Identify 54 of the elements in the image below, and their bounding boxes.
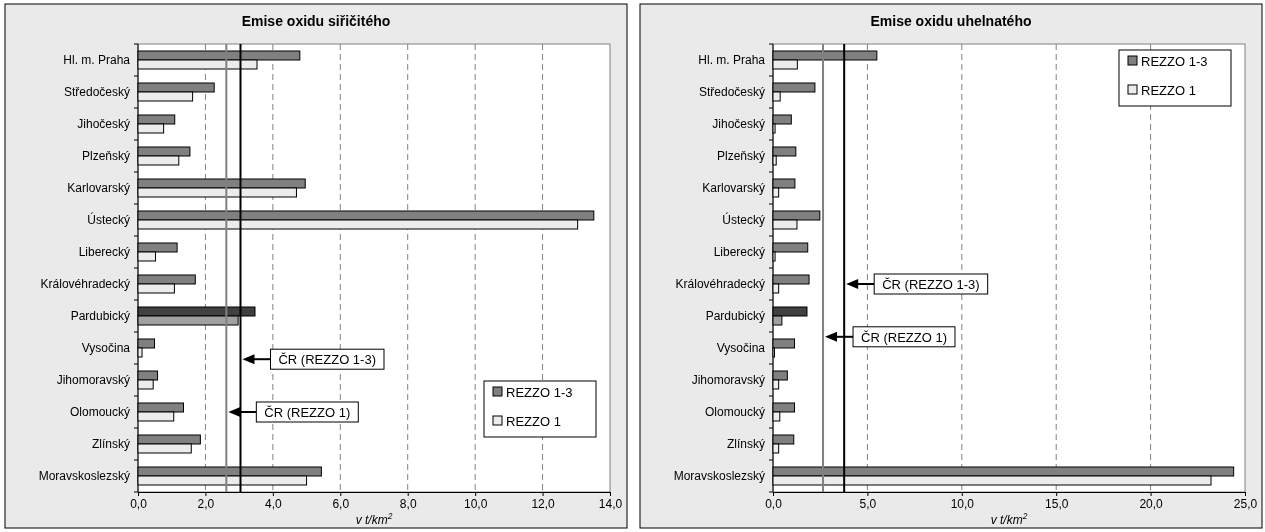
- y-tick-label: Zlínský: [91, 436, 130, 451]
- x-tick-label: 0,0: [765, 496, 783, 511]
- y-tick-label: Plzeňský: [716, 148, 765, 163]
- y-tick-label: Středočeský: [698, 84, 765, 99]
- y-tick-label: Vysočina: [716, 340, 766, 355]
- ref-line-label: ČR (REZZO 1-3): [278, 352, 376, 368]
- legend-label: REZZO 1: [1141, 83, 1196, 98]
- y-tick-label: Plzeňský: [81, 148, 130, 163]
- y-tick-label: Hl. m. Praha: [698, 52, 766, 67]
- x-tick-label: 10,0: [950, 496, 975, 511]
- chart-title: Emise oxidu uhelnatého: [870, 13, 1032, 29]
- x-tick-label: 10,0: [463, 496, 488, 511]
- y-tick-label: Královéhradecký: [675, 276, 765, 291]
- y-tick-label: Zlínský: [726, 436, 765, 451]
- x-tick-label: 14,0: [598, 496, 623, 511]
- y-tick-label: Liberecký: [78, 244, 130, 259]
- y-tick-label: Moravskoslezský: [673, 468, 765, 483]
- y-tick-label: Královéhradecký: [40, 276, 130, 291]
- y-tick-label: Vysočina: [81, 340, 131, 355]
- x-tick-label: 4,0: [265, 496, 283, 511]
- ref-line-label: ČR (REZZO 1): [861, 329, 947, 345]
- y-tick-label: Středočeský: [63, 84, 130, 99]
- y-tick-label: Karlovarský: [67, 180, 130, 195]
- x-axis-title: v t/km$^{2}$: [355, 511, 393, 527]
- y-tick-label: Ústecký: [87, 211, 130, 227]
- ref-line-label: ČR (REZZO 1-3): [882, 277, 980, 292]
- x-tick-label: 15,0: [1045, 496, 1069, 511]
- y-tick-label: Moravskoslezský: [38, 468, 130, 483]
- x-tick-label: 0,0: [130, 496, 148, 511]
- y-tick-label: Karlovarský: [702, 180, 765, 195]
- y-tick-label: Pardubický: [70, 308, 130, 323]
- y-tick-label: Olomoucký: [69, 404, 130, 419]
- x-axis-title: v t/km$^{2}$: [990, 511, 1028, 527]
- y-tick-label: Jihomoravský: [56, 372, 130, 387]
- x-tick-label: 6,0: [332, 496, 350, 511]
- y-tick-label: Jihočeský: [77, 116, 130, 131]
- x-tick-label: 5,0: [859, 496, 877, 511]
- x-tick-label: 8,0: [399, 496, 417, 511]
- x-tick-label: 20,0: [1139, 496, 1164, 511]
- x-tick-label: 12,0: [531, 496, 556, 511]
- ref-line-label: ČR (REZZO 1): [264, 405, 351, 420]
- legend-label: REZZO 1: [506, 414, 561, 429]
- legend-label: REZZO 1-3: [1141, 54, 1208, 69]
- x-tick-label: 25,0: [1233, 496, 1258, 511]
- legend-label: REZZO 1-3: [506, 385, 573, 400]
- y-tick-label: Pardubický: [705, 308, 765, 323]
- y-tick-label: Jihomoravský: [691, 372, 765, 387]
- y-tick-label: Jihočeský: [712, 116, 765, 131]
- y-tick-label: Liberecký: [713, 244, 765, 259]
- y-tick-label: Hl. m. Praha: [63, 52, 131, 67]
- y-tick-label: Olomoucký: [704, 404, 765, 419]
- x-tick-label: 2,0: [197, 496, 215, 511]
- y-tick-label: Ústecký: [722, 211, 765, 227]
- chart-title: Emise oxidu siřičitého: [241, 13, 391, 29]
